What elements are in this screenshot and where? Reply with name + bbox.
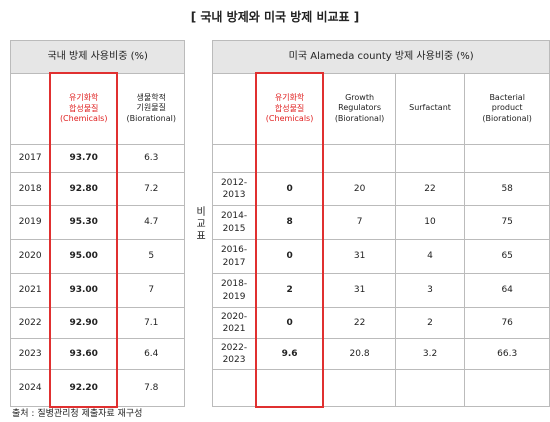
comparison-table: 국내 방제 사용비중 (%) 비교표 미국 Alameda county 방제 사용…: [9, 40, 550, 408]
period-cell: 2022- 2023: [212, 338, 257, 370]
table-row: 유기화학 합성물질 (Chemicals) 생물학적 기원물질 (Bioratio…: [10, 72, 550, 145]
value-cell: 3: [394, 273, 466, 308]
value-cell: 0: [254, 172, 325, 206]
empty-cell: [394, 144, 466, 173]
table-row: 2018 92.80 7.2 2012- 2013 0 20 22 58: [10, 172, 550, 206]
period-cell: 2018- 2019: [212, 273, 257, 308]
table-row: 2019 95.30 4.7 2014- 2015 8 7 10 75: [10, 205, 550, 240]
empty-cell: [394, 369, 466, 407]
value-cell: 8: [254, 205, 325, 240]
value-cell: 65: [464, 239, 550, 274]
column-header: Bacterial product (Biorational): [464, 72, 550, 145]
column-header: Growth Regulators (Biorational): [322, 72, 396, 145]
value-cell: 7.1: [116, 307, 186, 339]
value-cell: 64: [464, 273, 550, 308]
source-note: 출처 : 질병관리청 제출자료 재구성: [12, 409, 143, 419]
empty-cell: [464, 369, 550, 407]
empty-cell: [322, 369, 396, 407]
year-cell: 2019: [10, 205, 51, 240]
empty-cell: [212, 144, 257, 173]
period-cell: 2014- 2015: [212, 205, 257, 240]
value-cell: 4: [394, 239, 466, 274]
us-header: 미국 Alameda county 방제 사용비중 (%): [212, 40, 550, 74]
period-cell: 2020- 2021: [212, 307, 257, 339]
empty-cell: [10, 72, 51, 145]
year-cell: 2021: [10, 273, 51, 308]
value-cell: 93.70: [49, 144, 119, 173]
value-cell: 22: [394, 172, 466, 206]
period-cell: 2016- 2017: [212, 239, 257, 274]
table-row: 2017 93.70 6.3: [10, 144, 550, 173]
value-cell: 31: [322, 239, 396, 274]
value-cell: 20: [322, 172, 396, 206]
column-header: 유기화학 합성물질 (Chemicals): [254, 72, 325, 145]
year-cell: 2017: [10, 144, 51, 173]
column-header: 유기화학 합성물질 (Chemicals): [49, 72, 119, 145]
domestic-header: 국내 방제 사용비중 (%): [9, 40, 186, 74]
title: [ 국내 방제와 미국 방제 비교표 ]: [190, 10, 360, 24]
empty-cell: [322, 144, 396, 173]
empty-cell: [464, 144, 550, 173]
value-cell: 2: [394, 307, 466, 339]
year-cell: 2020: [10, 239, 51, 274]
value-cell: 92.90: [49, 307, 119, 339]
column-header: 생물학적 기원물질 (Biorational): [116, 72, 186, 145]
year-cell: 2022: [10, 307, 51, 339]
value-cell: 7: [322, 205, 396, 240]
table-row: 2022 92.90 7.1 2020- 2021 0 22 2 76: [10, 307, 550, 339]
value-cell: 93.00: [49, 273, 119, 308]
value-cell: 93.60: [49, 338, 119, 370]
empty-cell: [254, 144, 325, 173]
table-row: 2020 95.00 5 2016- 2017 0 31 4 65: [10, 239, 550, 274]
value-cell: 7.2: [116, 172, 186, 206]
value-cell: 75: [464, 205, 550, 240]
table-row: 2021 93.00 7 2018- 2019 2 31 3 64: [10, 273, 550, 308]
value-cell: 6.4: [116, 338, 186, 370]
value-cell: 10: [394, 205, 466, 240]
value-cell: 3.2: [394, 338, 466, 370]
value-cell: 7: [116, 273, 186, 308]
value-cell: 92.20: [49, 369, 119, 408]
value-cell: 0: [254, 239, 325, 274]
column-header: Surfactant: [394, 72, 466, 145]
table-row: 국내 방제 사용비중 (%) 비교표 미국 Alameda county 방제 사용…: [9, 40, 550, 407]
year-cell: 2024: [10, 369, 51, 407]
empty-cell: [212, 72, 257, 145]
value-cell: 20.8: [322, 338, 396, 370]
value-cell: 9.6: [254, 338, 325, 370]
year-cell: 2023: [10, 338, 51, 370]
value-cell: 7.8: [116, 369, 186, 407]
value-cell: 95.00: [49, 239, 119, 274]
empty-cell: [254, 369, 325, 408]
table-row: 2024 92.20 7.8: [10, 369, 550, 408]
period-cell: 2012- 2013: [212, 172, 257, 206]
value-cell: 5: [116, 239, 186, 274]
value-cell: 92.80: [49, 172, 119, 206]
value-cell: 66.3: [464, 338, 550, 370]
value-cell: 31: [322, 273, 396, 308]
value-cell: 2: [254, 273, 325, 308]
value-cell: 4.7: [116, 205, 186, 240]
side-label: 비교표: [184, 40, 214, 407]
value-cell: 0: [254, 307, 325, 339]
value-cell: 58: [464, 172, 550, 206]
year-cell: 2018: [10, 172, 51, 206]
value-cell: 6.3: [116, 144, 186, 173]
value-cell: 22: [322, 307, 396, 339]
table-row: 2023 93.60 6.4 2022- 2023 9.6 20.8 3.2 66.3: [10, 338, 550, 370]
value-cell: 76: [464, 307, 550, 339]
value-cell: 95.30: [49, 205, 119, 240]
empty-cell: [212, 369, 257, 407]
